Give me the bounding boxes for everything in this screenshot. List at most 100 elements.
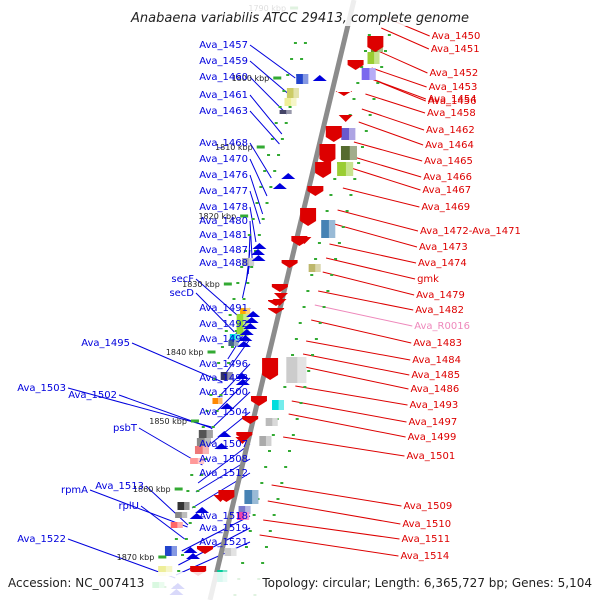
- forward-gene-arrow: [251, 249, 265, 255]
- strand-dot: [213, 378, 217, 380]
- gene-box: [242, 258, 255, 266]
- strand-dot: [264, 546, 268, 548]
- strand-dot: [184, 538, 188, 540]
- strand-dot: [318, 322, 322, 324]
- gene-box: [245, 308, 251, 314]
- strand-dot: [367, 34, 371, 36]
- leader-line: [140, 505, 185, 540]
- forward-gene-arrow: [220, 403, 235, 409]
- leader-line: [263, 519, 400, 540]
- gene-label-forward: Ava_1477: [199, 186, 248, 197]
- leader-line: [350, 155, 422, 178]
- gene-label-forward: Ava_1521: [199, 537, 248, 548]
- strand-dot: [303, 386, 307, 388]
- gene-box: [245, 506, 251, 514]
- gene-label-forward: Ava_1508: [199, 454, 248, 465]
- strand-dot: [325, 210, 329, 212]
- gene-box: [237, 512, 250, 520]
- gene-label-rna: Ava_R0016: [414, 321, 470, 332]
- gene-label-forward: Ava_1491: [199, 303, 248, 314]
- gene-label-forward: Ava_1496: [199, 359, 248, 370]
- strand-dot: [259, 186, 263, 188]
- strand-dot: [334, 258, 338, 260]
- reverse-gene-arrow: [235, 437, 250, 444]
- gene-label-forward: Ava_1470: [199, 154, 248, 165]
- gene-box: [212, 398, 223, 404]
- strand-dot: [257, 234, 261, 236]
- strand-dot: [241, 562, 245, 564]
- strand-dot: [326, 290, 330, 292]
- strand-dot: [174, 538, 178, 540]
- forward-gene-arrow: [272, 183, 287, 189]
- leader-line: [210, 391, 251, 430]
- gene-label-reverse: Ava_1486: [410, 384, 459, 395]
- strand-dot: [314, 258, 318, 260]
- gene-label-forward: rplU: [118, 501, 139, 512]
- gene-label-reverse: Ava_1454: [428, 94, 477, 105]
- leader-line: [197, 443, 251, 484]
- strand-dot: [294, 338, 298, 340]
- strand-dot: [368, 114, 372, 116]
- gene-box: [204, 438, 211, 446]
- strand-dot: [254, 250, 257, 252]
- strand-dot: [372, 98, 376, 100]
- strand-dot: [232, 298, 236, 300]
- gene-box: [248, 258, 255, 266]
- gene-box: [321, 220, 336, 238]
- gene-box: [252, 490, 259, 504]
- strand-dot: [219, 394, 223, 396]
- gene-label-forward: Ava_1500: [199, 387, 248, 398]
- leader-line: [249, 142, 272, 179]
- gene-box: [217, 398, 223, 404]
- reverse-gene-arrow: [315, 162, 332, 178]
- strand-dot: [192, 506, 196, 508]
- gene-label-forward: Ava_1504: [199, 407, 248, 418]
- gene-box: [291, 98, 297, 106]
- leader-line: [300, 365, 409, 390]
- strand-dot: [387, 34, 391, 36]
- leader-line: [271, 484, 402, 507]
- gene-label-forward: Ava_1502: [68, 390, 117, 401]
- forward-gene-arrow: [183, 547, 198, 553]
- strand-dot: [260, 482, 264, 484]
- forward-gene-arrow: [195, 507, 210, 513]
- strand-dot: [190, 474, 194, 476]
- gene-label-forward: Ava_1495: [81, 338, 130, 349]
- strand-dot: [230, 346, 234, 348]
- strand-dot: [384, 50, 387, 52]
- strand-dot: [255, 202, 259, 204]
- leader-line: [365, 93, 426, 114]
- strand-dot: [240, 266, 244, 268]
- strand-dot: [310, 274, 314, 276]
- strand-dot: [251, 218, 255, 220]
- strand-dot: [234, 330, 238, 332]
- leader-line: [181, 515, 251, 552]
- strand-dot: [250, 266, 254, 268]
- gene-box: [175, 512, 188, 518]
- gene-label-forward: Ava_1498: [199, 373, 248, 384]
- tick-label: 1850 kbp: [149, 417, 187, 426]
- reverse-gene-arrow: [196, 546, 213, 554]
- reverse-gene-arrow: [319, 144, 336, 164]
- gene-box: [158, 566, 173, 576]
- strand-dot: [360, 146, 364, 148]
- gene-label-forward: rpmA: [61, 485, 88, 496]
- gene-label-forward: Ava_1478: [199, 202, 248, 213]
- gene-label-reverse: Ava_1462: [426, 125, 475, 136]
- gene-labels: Ava_1457 Ava_1459 Ava_1460 Ava_1461 Ava_1463…: [17, 31, 521, 562]
- strand-dot: [246, 282, 250, 284]
- gene-box: [278, 400, 284, 410]
- reverse-gene-arrow: [262, 358, 279, 380]
- strand-dot: [268, 530, 272, 532]
- gene-label-forward: Ava_1461: [199, 90, 248, 101]
- strand-dot: [209, 394, 213, 396]
- forward-gene-arrow: [236, 341, 251, 347]
- gene-box: [231, 548, 237, 556]
- gene-label-forward: Ava_1457: [199, 40, 248, 51]
- leader-line: [314, 304, 413, 327]
- leader-line: [89, 489, 188, 528]
- map-title: Anabaena variabilis ATCC 29413, complete…: [130, 11, 469, 26]
- tick-label: 1860 kbp: [133, 485, 171, 494]
- strand-dot: [186, 490, 190, 492]
- reverse-gene-arrow: [300, 208, 317, 226]
